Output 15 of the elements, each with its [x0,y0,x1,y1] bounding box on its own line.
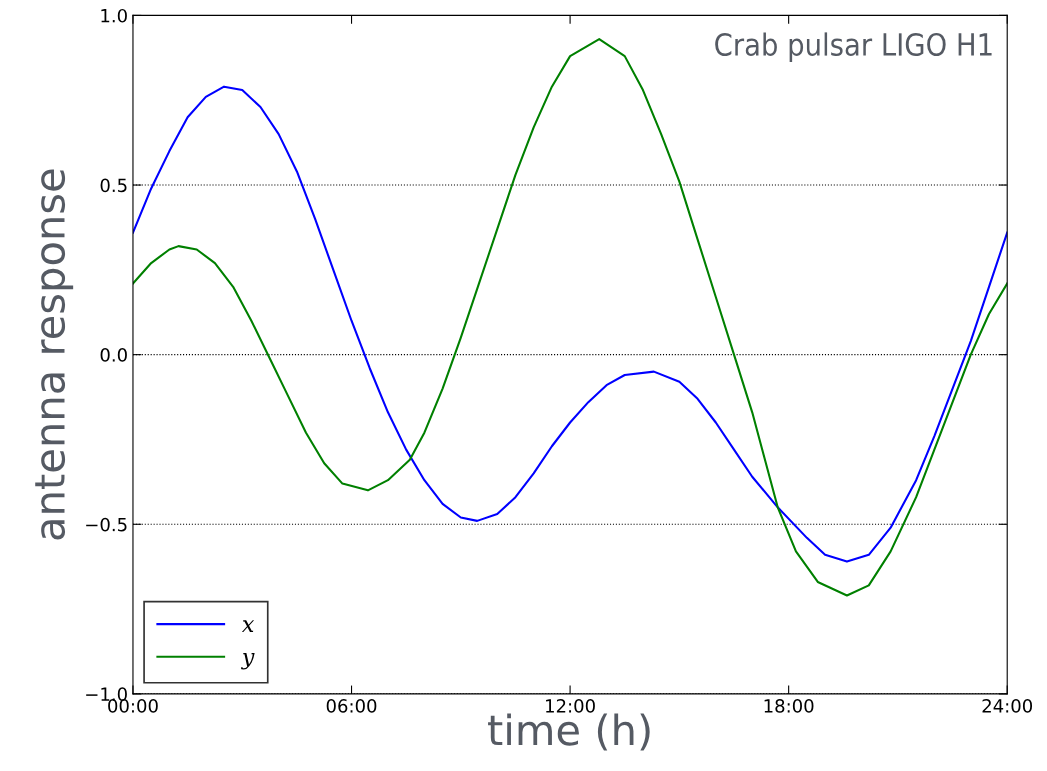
x-tick-label: 00:00 [108,699,158,713]
annotation: Crab pulsar LIGO H1 [715,32,992,62]
y-tick-label: 0.5 [100,178,127,193]
x-axis-title: time (h) [488,713,650,751]
legend-label: y [241,652,255,670]
y-tick-label: 1.0 [101,8,127,23]
legend-label: x [241,620,255,632]
y-tick-label: −0.5 [86,517,127,532]
x-tick-label: 24:00 [982,699,1033,713]
x-tick-label: 18:00 [764,699,814,713]
y-axis-title: antenna response [35,169,74,540]
y-tick-label: −1.0 [86,687,127,702]
y-tick-label: 0.0 [100,348,127,362]
x-tick-label: 06:00 [326,699,377,713]
x-tick-label: 12:00 [546,699,595,713]
